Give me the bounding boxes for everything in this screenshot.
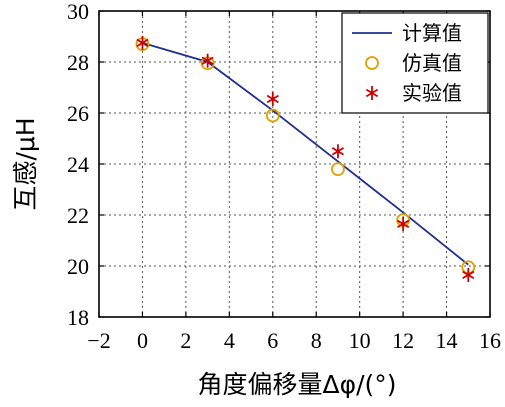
data-point-simulated xyxy=(331,162,345,177)
data-point-experimental xyxy=(266,91,279,106)
y-axis-title: 互感/μH xyxy=(11,117,40,210)
x-tick-label: 4 xyxy=(224,328,235,353)
y-tick-label: 30 xyxy=(67,0,89,24)
x-tick-label: 12 xyxy=(392,328,414,353)
data-point-experimental xyxy=(462,267,475,282)
x-tick-label: 2 xyxy=(180,328,191,353)
data-point-experimental xyxy=(331,144,345,159)
y-tick-label: 18 xyxy=(67,305,89,330)
data-point-experimental xyxy=(201,53,214,68)
legend-item: 计算值 xyxy=(352,21,462,45)
x-tick-label: 10 xyxy=(349,328,371,353)
legend-item: 实验值 xyxy=(365,81,462,105)
y-tick-label: 28 xyxy=(67,50,89,75)
legend-asterisk-swatch xyxy=(365,86,379,100)
legend-label: 计算值 xyxy=(402,21,462,45)
data-point-experimental xyxy=(136,35,149,50)
x-tick-label: 16 xyxy=(479,328,501,353)
x-tick-label: 6 xyxy=(267,328,278,353)
y-tick-label: 20 xyxy=(67,254,89,279)
x-tick-label: 8 xyxy=(311,328,322,353)
series-line-calculated xyxy=(142,42,469,266)
data-point-experimental xyxy=(397,216,410,231)
data-point-simulated xyxy=(265,108,280,123)
legend-label: 仿真值 xyxy=(402,51,462,75)
series xyxy=(135,35,476,282)
x-axis-title: 角度偏移量Δφ/(°) xyxy=(197,370,396,399)
y-tick-label: 26 xyxy=(67,101,89,126)
y-tick-label: 22 xyxy=(67,203,89,228)
x-tick-label: 14 xyxy=(436,328,458,353)
y-tick-label: 24 xyxy=(67,152,89,177)
x-tick-label: −2 xyxy=(87,328,110,353)
legend-label: 实验值 xyxy=(402,81,462,105)
legend-item: 仿真值 xyxy=(365,51,462,75)
legend-circle-swatch xyxy=(365,56,379,70)
x-tick-label: 0 xyxy=(137,328,148,353)
